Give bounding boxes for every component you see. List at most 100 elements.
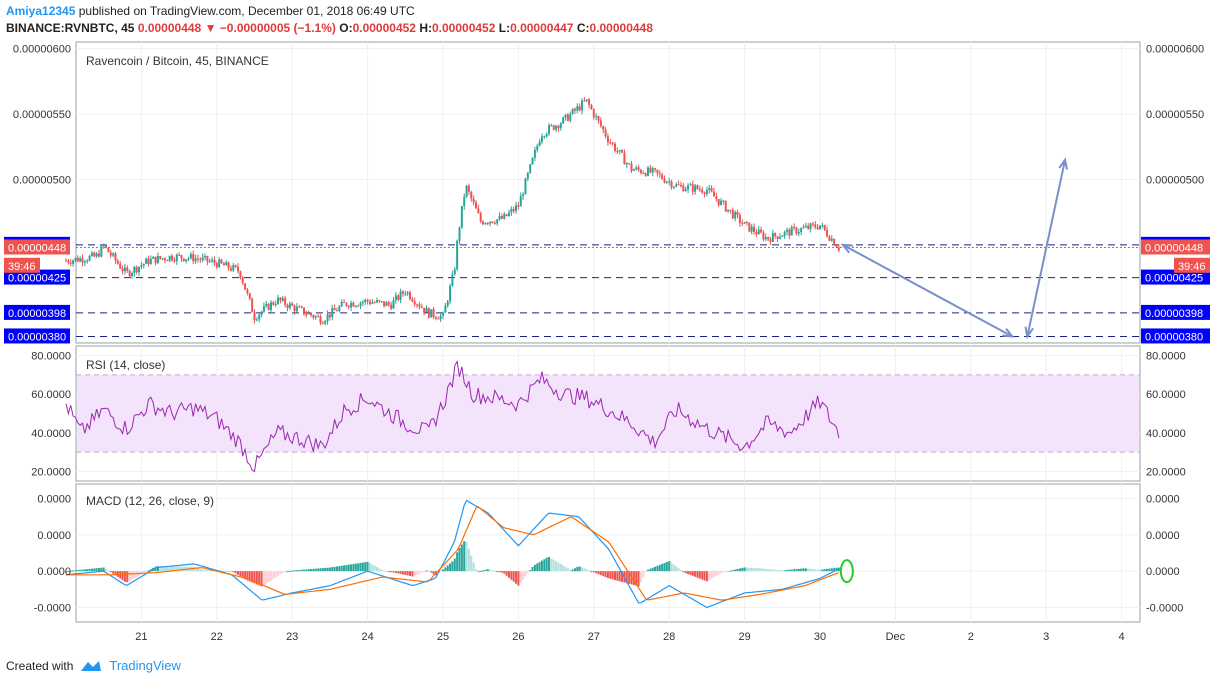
macd-histogram-bar <box>816 569 819 572</box>
candle <box>835 245 838 248</box>
macd-histogram-bar <box>76 570 79 572</box>
candle <box>731 210 734 219</box>
candle <box>234 265 237 267</box>
candle <box>675 184 678 187</box>
candle <box>715 196 718 200</box>
macd-histogram-bar <box>425 570 428 572</box>
candle <box>79 258 82 262</box>
macd-histogram-bar <box>350 564 353 572</box>
candle <box>352 302 355 307</box>
candle <box>444 305 447 313</box>
candle <box>442 312 444 316</box>
highlight-circle[interactable] <box>839 559 854 584</box>
downtrend-arrow[interactable] <box>842 243 1013 338</box>
macd-histogram-bar <box>168 566 171 572</box>
candle <box>189 254 192 259</box>
candle <box>65 260 67 262</box>
macd-histogram-bar <box>654 566 657 572</box>
macd-histogram-bar <box>204 569 207 572</box>
macd-histogram-bar <box>529 570 532 572</box>
macd-histogram-bar <box>69 570 72 572</box>
macd-histogram-bar <box>298 569 301 572</box>
macd-histogram-bar <box>493 570 496 572</box>
macd-histogram-bar <box>93 568 96 572</box>
candle <box>345 302 348 306</box>
candle <box>126 267 129 271</box>
candle <box>166 260 169 262</box>
candle <box>552 125 555 130</box>
macd-histogram-bar <box>345 565 348 572</box>
macd-histogram-bar <box>583 568 586 572</box>
candle <box>665 181 668 183</box>
macd-histogram-bar <box>409 571 412 576</box>
candle <box>578 106 581 111</box>
candle <box>557 125 560 129</box>
macd-histogram-bar <box>552 559 555 572</box>
macd-histogram-bar <box>267 571 270 583</box>
macd-tick-right: 0.0000 <box>1146 494 1180 506</box>
candle <box>432 309 435 317</box>
macd-histogram-bar <box>196 568 199 572</box>
candle <box>74 257 77 261</box>
macd-histogram-bar <box>811 569 814 572</box>
candle <box>467 185 470 192</box>
price-tag-label: 0.00000448 <box>1145 242 1203 254</box>
macd-pane[interactable] <box>75 483 1141 623</box>
macd-histogram-bar <box>166 566 169 572</box>
candle <box>644 173 647 176</box>
macd-histogram-bar <box>642 571 645 578</box>
rsi-band-fill <box>77 374 1139 453</box>
candle <box>543 136 546 138</box>
macd-histogram-bar <box>823 569 826 572</box>
candle <box>338 306 341 312</box>
macd-tick-right: -0.0000 <box>1146 602 1183 614</box>
macd-histogram-bar <box>159 566 162 572</box>
macd-histogram-bar <box>423 571 426 573</box>
candle <box>738 214 741 224</box>
macd-histogram-bar <box>771 569 774 572</box>
macd-histogram-bar <box>748 567 751 572</box>
macd-histogram-bar <box>222 570 225 572</box>
macd-histogram-bar <box>609 571 612 579</box>
macd-histogram-bar <box>460 544 463 572</box>
time-tick-label: 26 <box>512 631 524 643</box>
candle <box>267 303 270 310</box>
candle <box>588 99 591 106</box>
macd-histogram-bar <box>319 568 322 572</box>
axes: 0.00000600 0.00000600 0.00000550 0.00000550… <box>4 44 1210 643</box>
candle <box>262 306 265 312</box>
uptrend-arrow[interactable] <box>1026 159 1067 337</box>
candle <box>229 268 232 271</box>
macd-histogram-bar <box>720 571 723 574</box>
candle <box>642 173 645 175</box>
macd-histogram-bar <box>760 568 763 572</box>
projection-arrows[interactable] <box>840 157 1068 339</box>
rsi-tick-right: 20.0000 <box>1146 466 1186 478</box>
price-tag <box>1141 328 1210 344</box>
candle <box>536 145 539 150</box>
author-name[interactable]: Amiya12345 <box>6 4 76 18</box>
candle <box>145 258 148 264</box>
macd-histogram-bar <box>456 552 459 572</box>
candle <box>451 274 454 286</box>
candle <box>215 263 218 268</box>
macd-histogram-bar <box>206 569 209 572</box>
candle <box>383 301 386 306</box>
candle <box>774 232 777 237</box>
macd-histogram-bar <box>512 571 515 582</box>
tradingview-link[interactable]: TradingView <box>109 658 181 673</box>
price-pane[interactable] <box>75 41 1141 344</box>
candle <box>823 224 826 230</box>
candle <box>376 300 379 303</box>
candle <box>524 178 527 195</box>
candle <box>109 252 112 256</box>
macd-histogram-bar <box>698 571 701 579</box>
price-tag-label: 0.00000448 <box>8 242 66 254</box>
time-tick-label: 2 <box>968 631 974 643</box>
time-tick-label: 27 <box>588 631 600 643</box>
candle <box>538 141 541 146</box>
high-label: H: <box>419 21 432 35</box>
macd-histogram-bar <box>755 568 758 572</box>
macd-histogram-bar <box>347 564 350 572</box>
